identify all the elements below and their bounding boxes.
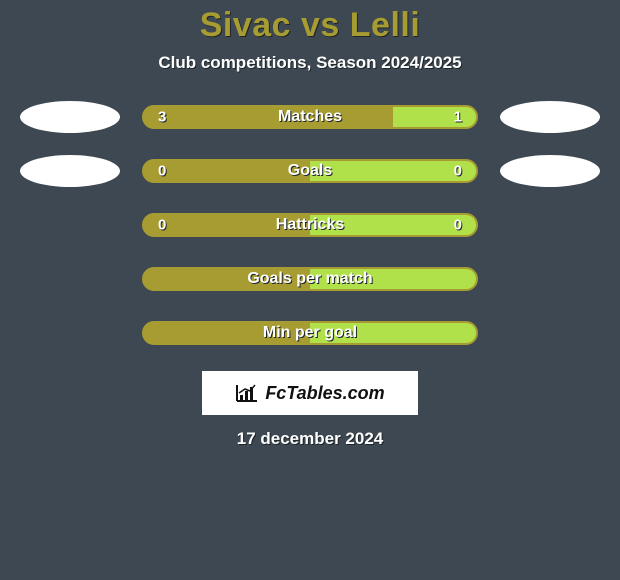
avatar-spacer — [20, 263, 120, 295]
bar-segment-left — [144, 107, 393, 127]
avatar-spacer — [20, 317, 120, 349]
page-title: Sivac vs Lelli — [0, 6, 620, 45]
stat-label: Matches — [278, 108, 342, 126]
vs-text: vs — [301, 6, 340, 44]
stat-bar: Min per goal — [142, 321, 478, 345]
player-avatar-left — [20, 101, 120, 133]
stat-label: Goals per match — [247, 270, 372, 288]
stat-value-left: 0 — [158, 217, 166, 234]
stat-row: Hattricks 0 0 — [0, 209, 620, 241]
bar-segment-right — [393, 107, 476, 127]
stat-label: Goals — [288, 162, 332, 180]
date: 17 december 2024 — [0, 429, 620, 449]
avatar-spacer — [20, 209, 120, 241]
stat-value-right: 0 — [454, 217, 462, 234]
player-avatar-right — [500, 155, 600, 187]
branding-text: FcTables.com — [265, 383, 384, 404]
stat-bar: Goals per match — [142, 267, 478, 291]
stat-value-right: 1 — [454, 109, 462, 126]
stat-label: Hattricks — [276, 216, 344, 234]
player-left-name: Sivac — [200, 6, 291, 44]
stat-row: Min per goal — [0, 317, 620, 349]
stat-row: Goals 0 0 — [0, 155, 620, 187]
bar-segment-right — [310, 161, 476, 181]
stat-value-left: 3 — [158, 109, 166, 126]
stat-value-left: 0 — [158, 163, 166, 180]
player-avatar-left — [20, 155, 120, 187]
player-avatar-right — [500, 101, 600, 133]
avatar-spacer — [500, 209, 600, 241]
avatar-spacer — [500, 263, 600, 295]
stat-label: Min per goal — [263, 324, 357, 342]
stat-row: Goals per match — [0, 263, 620, 295]
avatar-spacer — [500, 317, 600, 349]
stat-value-right: 0 — [454, 163, 462, 180]
branding-box: FcTables.com — [202, 371, 418, 415]
player-right-name: Lelli — [350, 6, 421, 44]
stats-container: Matches 3 1 Goals 0 0 Hattricks 0 0 Goals per mat… — [0, 101, 620, 349]
bar-segment-left — [144, 161, 310, 181]
stat-row: Matches 3 1 — [0, 101, 620, 133]
chart-icon — [235, 383, 259, 403]
stat-bar: Hattricks 0 0 — [142, 213, 478, 237]
stat-bar: Matches 3 1 — [142, 105, 478, 129]
stat-bar: Goals 0 0 — [142, 159, 478, 183]
subtitle: Club competitions, Season 2024/2025 — [0, 53, 620, 73]
